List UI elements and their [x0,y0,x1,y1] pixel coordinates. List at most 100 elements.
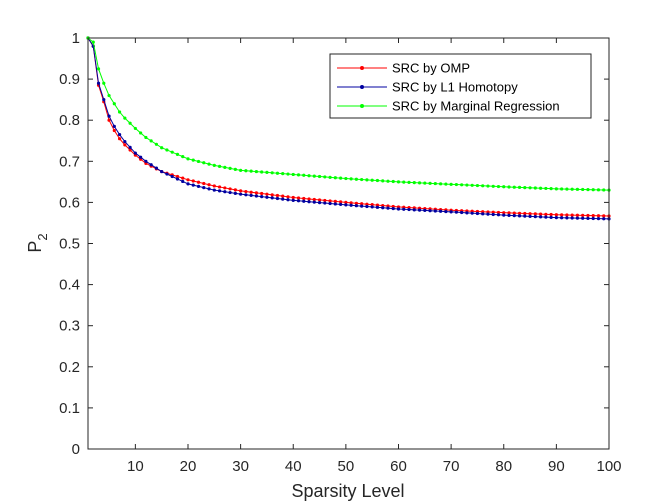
data-point [339,176,343,180]
data-point [165,148,169,152]
data-point [470,211,474,215]
data-point [249,190,253,194]
data-point [233,191,237,195]
data-point [523,211,527,216]
data-point [96,67,101,71]
data-point [133,126,137,131]
data-point [312,200,316,204]
data-point [239,192,243,196]
data-point [549,187,553,191]
data-point [528,212,532,216]
data-point [386,206,390,210]
data-point [339,202,343,207]
legend-marker [360,66,364,70]
data-point [365,178,369,182]
data-point [454,182,458,187]
series-line-src-by-l1-homotopy [87,37,610,220]
data-point [586,213,590,218]
y-tick-label: 0.9 [59,71,80,88]
y-tick-label: 0.7 [59,153,80,170]
x-tick-label: 100 [596,458,621,475]
x-tick-label: 40 [285,458,302,475]
data-point [112,102,116,106]
data-point [417,208,422,212]
data-point [128,121,132,125]
data-point [591,188,595,192]
data-point [591,216,595,221]
data-point [602,188,606,192]
y-tick-label: 0.3 [59,318,80,335]
data-point [517,185,522,189]
data-point [144,159,148,163]
data-point [239,189,243,193]
data-point [496,213,501,217]
data-point [186,178,190,182]
data-point [317,174,322,179]
x-tick-label: 90 [548,458,565,475]
data-point [239,168,243,172]
data-point [181,176,185,180]
data-point [349,203,353,207]
data-point [160,146,164,150]
data-point [333,199,337,204]
data-point [133,151,137,155]
data-point [370,203,374,207]
data-point [428,181,432,185]
data-point [365,204,369,209]
data-point [344,203,348,207]
y-tick-label: 0.8 [59,112,80,129]
data-point [317,198,322,202]
data-point [538,186,543,190]
data-point [307,200,311,204]
data-point [565,216,569,220]
data-point [381,179,385,183]
data-point [91,40,95,44]
data-point [554,216,558,220]
data-point [328,175,332,179]
data-point [512,211,516,215]
data-point [549,215,553,219]
y-tick-label: 1 [72,30,80,47]
data-point [244,169,248,173]
data-point [496,184,501,189]
data-point [423,181,427,185]
data-point [444,182,448,186]
data-point [296,199,301,203]
data-point [502,211,506,215]
data-point [154,142,159,146]
data-point [370,178,374,182]
data-point [333,176,337,180]
data-point [228,187,232,191]
data-point [286,172,290,176]
data-point [212,188,216,192]
data-point [217,185,222,189]
y-tick-label: 0.5 [59,236,80,253]
legend-box [329,53,592,119]
data-point [407,180,411,184]
data-point [549,212,553,217]
data-point [217,164,222,168]
data-point [491,210,495,214]
data-point [323,175,327,179]
legend-marker [360,85,364,89]
data-point [507,185,511,189]
data-point [444,209,448,214]
data-point [254,169,258,174]
data-point [428,209,432,213]
data-point [486,210,490,214]
data-point [439,182,443,186]
data-point [149,163,153,167]
data-point [591,213,595,218]
data-point [554,213,558,217]
data-point [196,159,201,164]
data-point [196,184,201,188]
data-point [223,190,227,194]
series-src-by-l1-homotopy [86,36,611,221]
data-point [512,214,516,218]
data-point [260,195,264,199]
data-point [470,183,474,187]
data-point [417,181,422,185]
x-tick-label: 80 [495,458,512,475]
data-point [312,197,316,202]
